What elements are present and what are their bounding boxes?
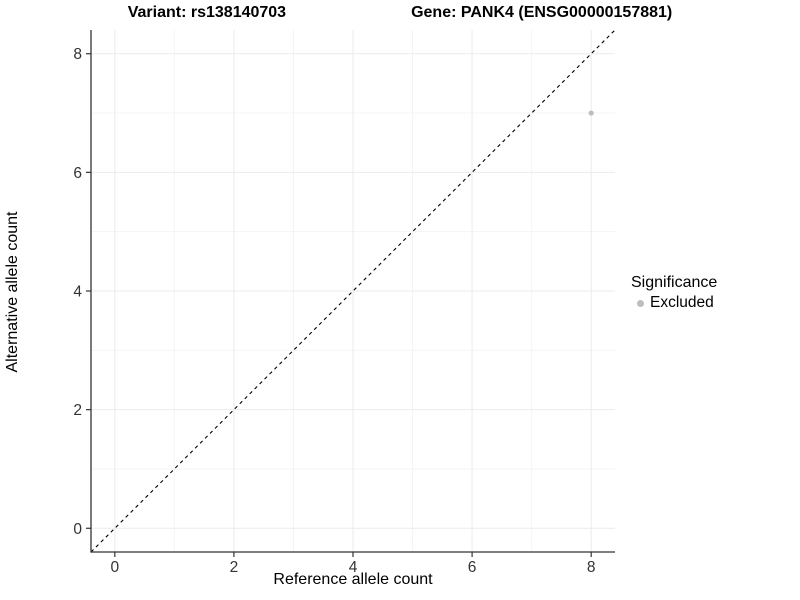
y-tick-label: 6 [73, 165, 82, 182]
legend-key [631, 295, 649, 311]
legend: Significance Excluded [631, 273, 717, 312]
x-tick-label: 8 [587, 559, 596, 576]
x-axis-label: Reference allele count [273, 571, 433, 588]
x-tick-label: 6 [468, 559, 477, 576]
chart-title: Variant: rs138140703 Gene: PANK4 (ENSG00… [0, 4, 800, 26]
y-tick-label: 4 [73, 284, 82, 301]
identity-dashed-line [90, 29, 616, 553]
y-tick-label: 8 [73, 46, 82, 63]
x-tick-label: 0 [111, 559, 120, 576]
y-tick-label: 0 [73, 521, 82, 538]
x-tick-label: 2 [230, 559, 239, 576]
chart-title-variant: Variant: rs138140703 [127, 4, 287, 21]
y-tick-label: 2 [73, 402, 82, 419]
x-tick-label: 4 [349, 559, 358, 576]
excluded-point-icon [636, 299, 644, 307]
legend-item-label: Excluded [650, 294, 714, 311]
legend-item-excluded: Excluded [631, 294, 717, 312]
y-axis-label: Alternative allele count [4, 211, 21, 373]
data-point [588, 110, 594, 116]
chart-title-gene: Gene: PANK4 (ENSG00000157881) [411, 4, 673, 21]
legend-title: Significance [631, 274, 718, 291]
